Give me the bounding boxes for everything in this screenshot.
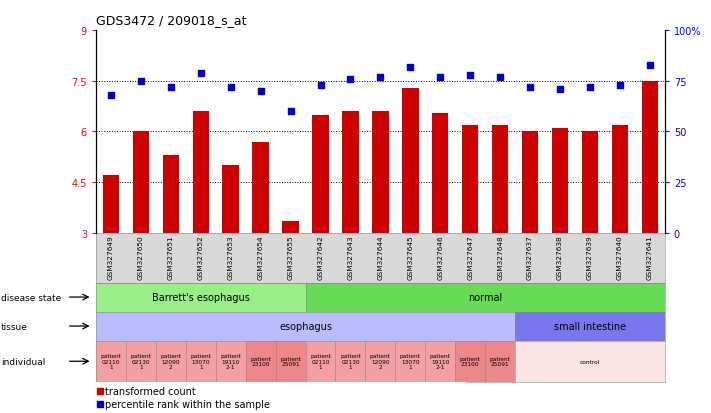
Text: GSM327655: GSM327655 bbox=[287, 235, 294, 279]
Bar bbox=[582, 132, 598, 335]
Point bbox=[165, 84, 176, 91]
Point bbox=[105, 93, 117, 99]
Point bbox=[255, 88, 267, 95]
Bar bbox=[552, 129, 568, 335]
Text: percentile rank within the sample: percentile rank within the sample bbox=[105, 399, 270, 409]
Bar bbox=[163, 156, 179, 335]
Text: patient
25091: patient 25091 bbox=[490, 356, 510, 367]
Text: individual: individual bbox=[1, 357, 45, 366]
Text: disease state: disease state bbox=[1, 293, 61, 302]
Text: patient
02110
1: patient 02110 1 bbox=[100, 354, 122, 369]
Bar bbox=[133, 132, 149, 335]
Text: GSM327639: GSM327639 bbox=[587, 235, 593, 280]
Bar bbox=[102, 176, 119, 335]
Text: GSM327654: GSM327654 bbox=[257, 235, 264, 279]
Text: patient
19110
2-1: patient 19110 2-1 bbox=[430, 354, 451, 369]
Point bbox=[375, 74, 386, 81]
Text: patient
02130
1: patient 02130 1 bbox=[130, 354, 151, 369]
Point bbox=[644, 62, 656, 69]
Text: patient
13070
1: patient 13070 1 bbox=[400, 354, 421, 369]
Bar bbox=[193, 112, 209, 335]
Text: Barrett's esophagus: Barrett's esophagus bbox=[152, 292, 250, 302]
Text: patient
12090
2: patient 12090 2 bbox=[161, 354, 181, 369]
Text: GSM327642: GSM327642 bbox=[318, 235, 324, 280]
Text: GSM327643: GSM327643 bbox=[348, 235, 353, 279]
Text: GSM327650: GSM327650 bbox=[138, 235, 144, 280]
Text: patient
02110
1: patient 02110 1 bbox=[310, 354, 331, 369]
Text: patient
25091: patient 25091 bbox=[280, 356, 301, 367]
Text: patient
02130
1: patient 02130 1 bbox=[340, 354, 361, 369]
Point bbox=[494, 74, 506, 81]
Text: GSM327646: GSM327646 bbox=[437, 235, 443, 279]
Point bbox=[345, 76, 356, 83]
Bar bbox=[522, 132, 538, 335]
Text: patient
23100: patient 23100 bbox=[250, 356, 271, 367]
Point bbox=[434, 74, 446, 81]
Text: GSM327637: GSM327637 bbox=[527, 235, 533, 280]
Bar bbox=[492, 126, 508, 335]
Text: patient
23100: patient 23100 bbox=[460, 356, 481, 367]
Point bbox=[225, 84, 236, 91]
Text: GSM327645: GSM327645 bbox=[407, 235, 413, 279]
Bar bbox=[372, 112, 389, 335]
Point bbox=[135, 78, 146, 85]
Bar bbox=[462, 126, 479, 335]
Text: tissue: tissue bbox=[1, 322, 28, 331]
Text: small intestine: small intestine bbox=[554, 321, 626, 331]
Bar bbox=[223, 166, 239, 335]
Text: GSM327638: GSM327638 bbox=[557, 235, 563, 280]
Point bbox=[195, 70, 206, 77]
Text: patient
12090
2: patient 12090 2 bbox=[370, 354, 391, 369]
Text: GSM327649: GSM327649 bbox=[108, 235, 114, 280]
Text: GSM327652: GSM327652 bbox=[198, 235, 204, 280]
Point bbox=[614, 82, 626, 89]
Text: GSM327651: GSM327651 bbox=[168, 235, 173, 280]
Text: GDS3472 / 209018_s_at: GDS3472 / 209018_s_at bbox=[96, 14, 247, 27]
Bar bbox=[432, 114, 449, 335]
Bar bbox=[252, 142, 269, 335]
Point bbox=[555, 86, 566, 93]
Bar bbox=[312, 115, 328, 335]
Text: transformed count: transformed count bbox=[105, 386, 196, 396]
Point bbox=[464, 72, 476, 79]
Point bbox=[315, 82, 326, 89]
Point bbox=[285, 109, 296, 115]
Text: control: control bbox=[579, 359, 600, 364]
Text: GSM327641: GSM327641 bbox=[647, 235, 653, 280]
Text: patient
19110
2-1: patient 19110 2-1 bbox=[220, 354, 241, 369]
Text: GSM327648: GSM327648 bbox=[497, 235, 503, 280]
Text: GSM327644: GSM327644 bbox=[378, 235, 383, 279]
Text: patient
13070
1: patient 13070 1 bbox=[191, 354, 211, 369]
Point bbox=[525, 84, 536, 91]
Text: GSM327647: GSM327647 bbox=[467, 235, 474, 280]
Point bbox=[584, 84, 596, 91]
Point bbox=[405, 64, 416, 71]
Bar bbox=[611, 126, 628, 335]
Text: esophagus: esophagus bbox=[279, 321, 332, 331]
Text: GSM327640: GSM327640 bbox=[617, 235, 623, 280]
Bar bbox=[342, 112, 358, 335]
Text: GSM327653: GSM327653 bbox=[228, 235, 234, 279]
Bar bbox=[641, 81, 658, 335]
Text: normal: normal bbox=[468, 292, 502, 302]
Bar bbox=[282, 221, 299, 335]
Bar bbox=[402, 88, 419, 335]
